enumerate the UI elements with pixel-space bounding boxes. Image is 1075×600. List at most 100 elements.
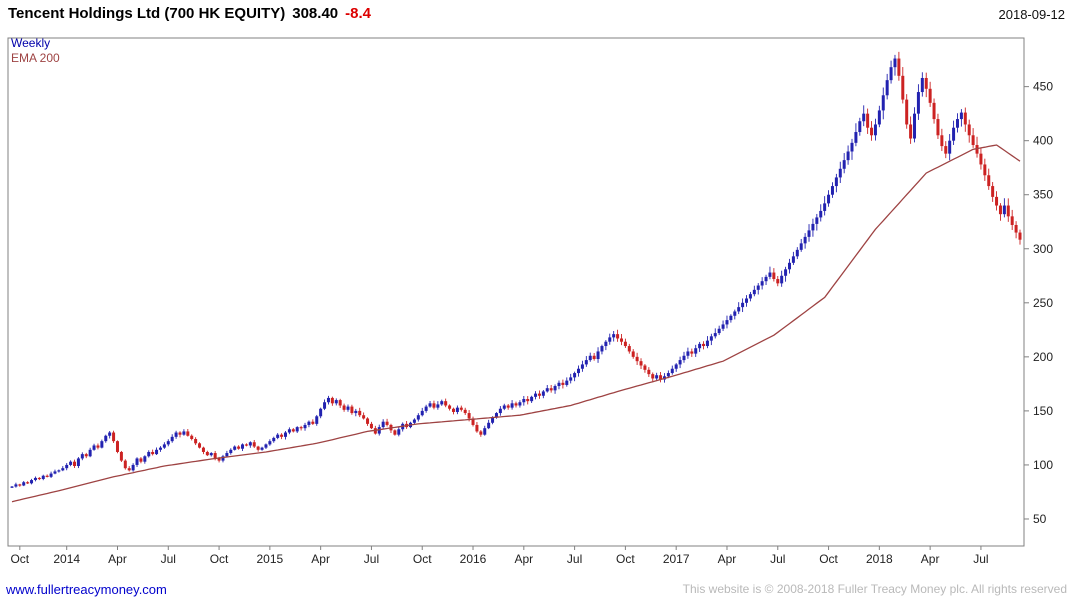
candle — [319, 408, 323, 417]
candle — [416, 415, 420, 420]
candle — [584, 360, 588, 365]
candle — [162, 444, 166, 448]
candle — [49, 473, 53, 477]
candle — [158, 447, 162, 450]
candle — [350, 406, 354, 414]
candle — [526, 399, 530, 402]
candle — [862, 113, 866, 122]
candle — [573, 373, 577, 378]
candle — [295, 427, 299, 432]
ema-line — [11, 144, 1021, 503]
candle — [244, 444, 248, 446]
candle — [342, 405, 346, 410]
candle — [369, 423, 373, 429]
candle — [854, 132, 858, 143]
candle — [57, 470, 61, 472]
candle — [795, 249, 799, 257]
candle — [291, 429, 295, 432]
candle — [745, 298, 749, 303]
x-axis-label: 2015 — [257, 552, 284, 566]
candle — [33, 477, 37, 481]
candle — [834, 177, 838, 187]
candle — [65, 464, 69, 469]
candle — [815, 217, 819, 224]
candle — [14, 484, 18, 487]
candle — [467, 413, 471, 419]
candle — [139, 458, 143, 462]
candle — [920, 77, 924, 93]
candle — [678, 360, 682, 365]
candle — [534, 393, 538, 397]
candle — [506, 405, 510, 408]
candle — [463, 409, 467, 414]
candle — [764, 276, 768, 282]
candle — [776, 279, 780, 284]
candle — [627, 346, 631, 352]
candle — [670, 368, 674, 374]
candle — [26, 482, 30, 484]
candle — [174, 432, 178, 437]
candle — [233, 446, 237, 450]
candle — [909, 124, 913, 139]
candle — [717, 328, 721, 334]
x-axis-label: Oct — [819, 552, 838, 566]
candle — [756, 285, 760, 290]
candle — [530, 396, 534, 402]
candle — [448, 405, 452, 409]
x-axis-label: Jul — [973, 552, 988, 566]
candle — [338, 400, 342, 406]
candle — [885, 80, 889, 96]
candle — [948, 140, 952, 154]
candle — [846, 151, 850, 161]
candle — [955, 119, 959, 128]
price-change: -8.4 — [345, 5, 371, 22]
candle — [80, 454, 84, 459]
y-axis-label: 300 — [1033, 242, 1053, 256]
candle — [838, 168, 842, 178]
candle — [709, 336, 713, 341]
legend-weekly-label: Weekly — [11, 36, 51, 50]
candle — [135, 458, 139, 465]
candle — [37, 477, 41, 480]
candle — [998, 205, 1002, 215]
candle — [651, 374, 655, 379]
candle — [963, 112, 967, 125]
candle — [104, 435, 108, 442]
y-axis-label: 400 — [1033, 134, 1053, 148]
candle — [498, 408, 502, 414]
x-axis-label: Jul — [364, 552, 379, 566]
candle — [787, 262, 791, 270]
footer-site-link[interactable]: www.fullertreacymoney.com — [6, 582, 167, 597]
candle — [22, 482, 26, 486]
candle — [565, 380, 569, 385]
candle — [713, 333, 717, 337]
candle — [30, 480, 34, 484]
candle — [682, 355, 686, 361]
candle — [975, 145, 979, 154]
candle — [737, 307, 741, 312]
candle — [870, 127, 874, 136]
candle — [889, 67, 893, 81]
legend-ema-label: EMA 200 — [11, 51, 60, 65]
candle — [100, 441, 104, 448]
candle — [850, 142, 854, 152]
candle — [198, 443, 202, 448]
candle — [983, 164, 987, 176]
candle — [721, 324, 725, 329]
candle — [635, 356, 639, 362]
candle — [420, 410, 424, 416]
candle — [959, 112, 963, 120]
x-axis-label: 2018 — [866, 552, 893, 566]
candle — [385, 421, 389, 425]
plot-border — [7, 37, 1025, 547]
y-axis-label: 50 — [1033, 512, 1047, 526]
candle — [866, 113, 870, 128]
candle — [241, 444, 245, 449]
candle — [397, 429, 401, 435]
candle — [53, 471, 57, 474]
candle — [112, 432, 116, 442]
candle — [194, 438, 198, 444]
x-axis-label: Jul — [770, 552, 785, 566]
candle — [522, 399, 526, 403]
candle — [1006, 205, 1010, 217]
